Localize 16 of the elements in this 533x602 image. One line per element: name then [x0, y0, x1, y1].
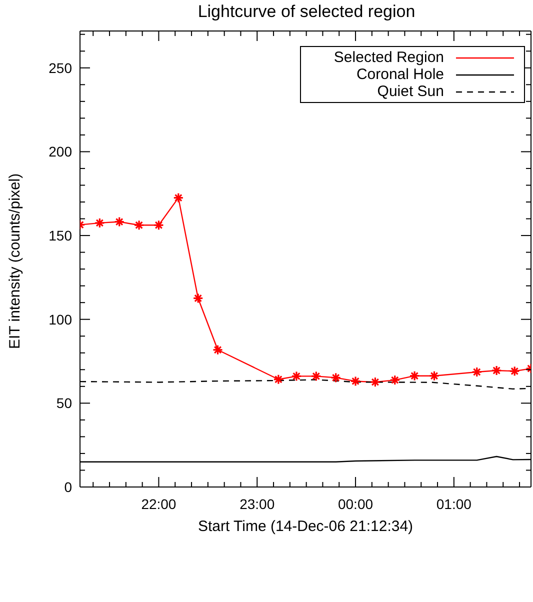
x-tick-label: 22:00 [141, 496, 176, 512]
x-axis-title: Start Time (14-Dec-06 21:12:34) [198, 518, 414, 535]
y-axis-title: EIT intensity (counts/pixel) [6, 173, 24, 349]
legend-label: Quiet Sun [377, 83, 444, 100]
x-tick-label: 23:00 [240, 496, 275, 512]
y-tick-label: 250 [48, 60, 72, 76]
x-tick-label: 00:00 [338, 496, 374, 512]
y-tick-label: 0 [64, 479, 72, 495]
y-tick-label: 200 [48, 144, 72, 160]
y-tick-label: 100 [48, 311, 72, 328]
legend-label: Selected Region [334, 49, 444, 66]
y-tick-label: 150 [48, 228, 72, 244]
y-tick-label: 50 [56, 395, 72, 412]
x-tick-label: 01:00 [436, 496, 472, 512]
legend-label: Coronal Hole [356, 66, 444, 83]
chart-title: Lightcurve of selected region [196, 2, 416, 22]
